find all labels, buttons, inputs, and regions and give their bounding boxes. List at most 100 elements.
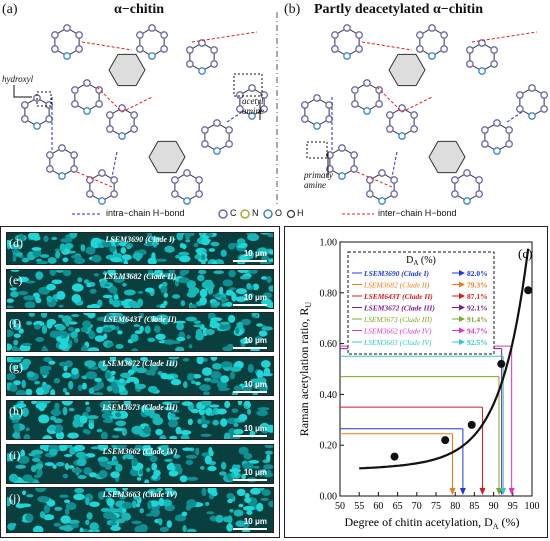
cell-blob	[56, 462, 65, 467]
cell-blob	[185, 459, 194, 466]
cell-blob	[162, 281, 168, 287]
cell-blob	[85, 519, 90, 526]
cell-blob	[96, 428, 103, 433]
cell-blob	[7, 305, 14, 308]
cell-blob	[197, 274, 205, 282]
cell-blob	[71, 293, 82, 303]
cell-blob	[269, 288, 273, 292]
guide-arrow	[449, 488, 456, 495]
cell-blob	[49, 330, 61, 339]
micrograph-texture	[7, 270, 273, 308]
deacetylated-chitin-structure	[301, 24, 548, 205]
cell-blob	[266, 424, 273, 433]
cell-blob	[119, 493, 127, 500]
atom	[540, 91, 548, 99]
cell-blob	[145, 287, 155, 293]
cell-blob	[13, 333, 21, 338]
cell-blob	[162, 452, 168, 456]
cell-blob	[180, 434, 190, 439]
atom	[343, 24, 351, 32]
cell-blob	[113, 276, 125, 283]
cell-blob	[73, 257, 86, 264]
atom	[478, 39, 486, 47]
cell-blob	[32, 480, 40, 483]
cell-blob	[149, 455, 158, 463]
legend-arrow-head	[459, 339, 465, 345]
y-tick-label: 0.00	[320, 492, 338, 503]
cell-blob	[12, 432, 20, 439]
cell-blob	[17, 291, 29, 295]
cell-blob	[64, 499, 71, 504]
cell-blob	[26, 494, 34, 498]
glucosamine-ring	[419, 27, 445, 57]
atom	[95, 100, 103, 108]
glucosamine-ring	[519, 87, 545, 117]
scale-bar	[233, 435, 267, 437]
cell-blob	[60, 515, 71, 524]
atom	[481, 140, 489, 148]
cell-blob	[220, 418, 228, 427]
cell-blob	[233, 422, 239, 427]
cell-blob	[179, 475, 188, 483]
cell-blob	[233, 509, 244, 517]
cell-blob	[229, 366, 242, 372]
cell-blob	[261, 255, 270, 261]
cell-blob	[238, 413, 248, 422]
atom	[398, 104, 406, 112]
panel-label-a: (a)	[2, 2, 18, 17]
cell-blob	[26, 371, 35, 378]
intra-chain-bond	[391, 151, 398, 178]
glucosamine-ring	[304, 97, 330, 127]
cell-blob	[182, 447, 193, 451]
cell-blob	[229, 509, 234, 513]
glucosamine-ring	[174, 172, 200, 202]
cell-blob	[98, 445, 109, 451]
micrograph-label: (i)	[9, 448, 21, 462]
cell-blob	[267, 233, 273, 238]
cell-blob	[73, 445, 86, 452]
cell-blob	[88, 330, 96, 340]
cell-blob	[7, 329, 14, 337]
cell-blob	[123, 289, 136, 296]
cell-blob	[46, 499, 56, 507]
cell-blob	[146, 467, 151, 472]
scale-bar	[233, 391, 267, 393]
cell-blob	[32, 235, 41, 241]
atom	[86, 176, 94, 184]
cell-blob	[261, 489, 271, 496]
cell-blob	[258, 247, 268, 255]
cell-blob	[107, 270, 116, 276]
alpha-chitin-structure	[21, 24, 268, 205]
x-tick-label: 75	[431, 501, 441, 512]
cell-blob	[243, 505, 255, 511]
atom	[313, 94, 321, 102]
cell-blob	[46, 295, 53, 303]
cell-blob	[18, 328, 24, 334]
legend-series-value: 92.1%	[467, 304, 488, 313]
cell-blob	[159, 526, 170, 532]
cell-blob	[144, 325, 151, 334]
cell-blob	[170, 416, 180, 421]
cell-blob	[55, 270, 64, 273]
atom	[70, 165, 78, 173]
cell-blob	[201, 488, 207, 497]
cell-blob	[62, 270, 72, 277]
micrograph-d: (d) LSEM3690 (Clade I) 10 μm	[6, 232, 274, 265]
atom	[110, 190, 118, 198]
cell-blob	[40, 313, 48, 318]
cell-blob	[40, 384, 52, 391]
atom	[70, 151, 78, 159]
cell-blob	[93, 273, 100, 277]
cell-blob	[153, 500, 159, 505]
cell-blob	[237, 270, 248, 273]
atom	[33, 122, 41, 130]
cell-blob	[63, 364, 68, 372]
atom	[466, 46, 474, 54]
cell-blob	[164, 458, 173, 462]
cell-blob	[249, 270, 258, 274]
atom	[160, 31, 168, 39]
micrograph-strain-name: LSEM3662 (Clade IV)	[102, 447, 178, 456]
cell-blob	[63, 454, 73, 457]
cell-blob	[256, 370, 264, 379]
atom	[58, 144, 66, 152]
